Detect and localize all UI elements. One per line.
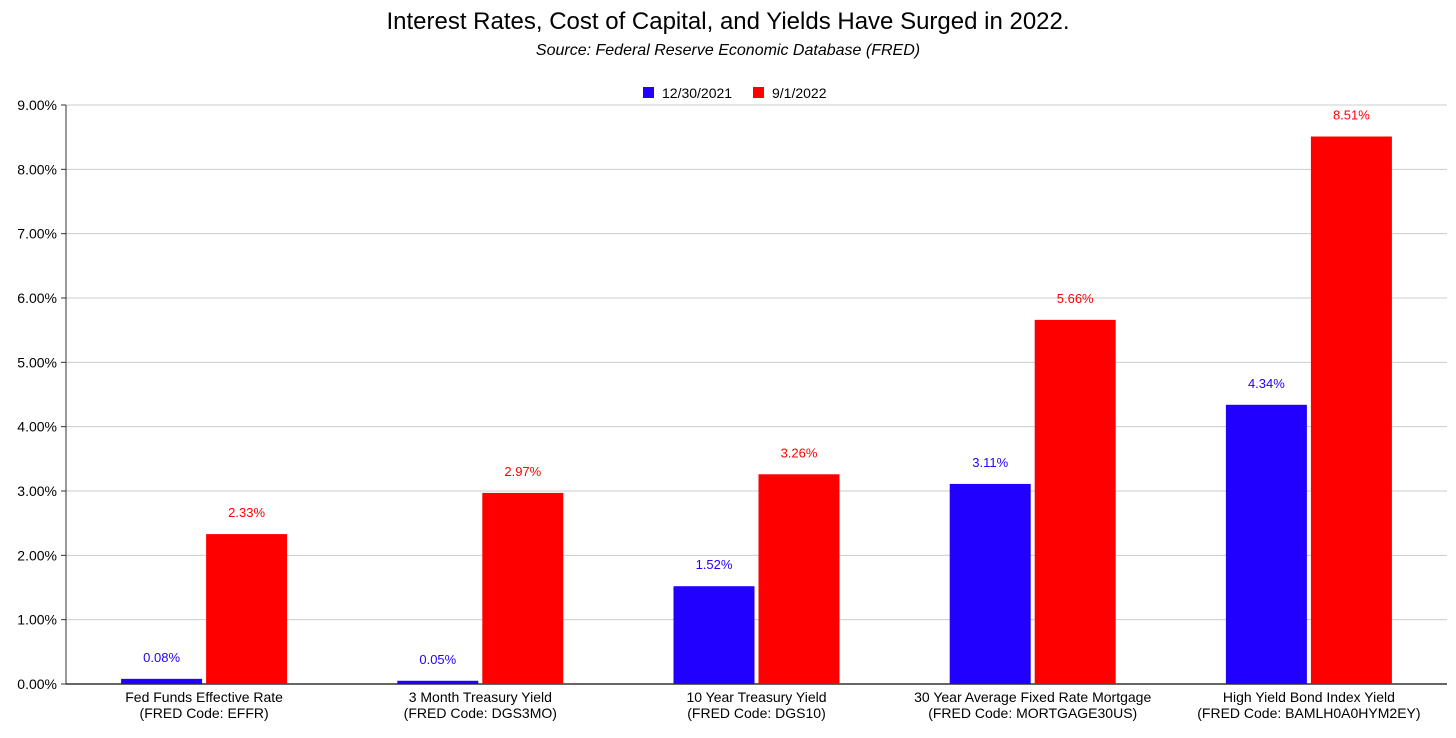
bar xyxy=(206,534,288,684)
data-label: 4.34% xyxy=(1248,376,1285,391)
y-tick-label: 1.00% xyxy=(17,612,57,628)
y-tick-label: 8.00% xyxy=(17,161,57,177)
bar xyxy=(397,680,479,684)
legend: 12/30/2021 9/1/2022 xyxy=(643,85,827,101)
y-tick-label: 7.00% xyxy=(17,226,57,242)
bar xyxy=(949,483,1031,684)
y-tick-label: 5.00% xyxy=(17,354,57,370)
bar xyxy=(1034,319,1116,684)
data-label: 5.66% xyxy=(1057,291,1094,306)
y-tick-label: 2.00% xyxy=(17,547,57,563)
legend-label: 12/30/2021 xyxy=(662,85,732,101)
data-label: 0.05% xyxy=(419,652,456,667)
x-tick-label: 3 Month Treasury Yield xyxy=(409,689,552,705)
data-label: 3.11% xyxy=(972,455,1008,470)
legend-swatch xyxy=(643,87,654,98)
axes: 0.00% 1.00% 2.00% 3.00% 4.00% 5.00% 6.00% 7.00%… xyxy=(17,97,1447,721)
data-label: 2.33% xyxy=(228,505,265,520)
x-tick-label: Fed Funds Effective Rate xyxy=(125,689,283,705)
x-tick-label: 10 Year Treasury Yield xyxy=(686,689,826,705)
data-label: 3.26% xyxy=(781,445,818,460)
x-tick-label: (FRED Code: EFFR) xyxy=(140,705,269,721)
y-tick-label: 3.00% xyxy=(17,483,57,499)
bar xyxy=(482,492,564,684)
data-label: 0.08% xyxy=(143,650,180,665)
x-tick-label: (FRED Code: DGS3MO) xyxy=(404,705,557,721)
bar xyxy=(673,586,755,684)
y-tick-label: 0.00% xyxy=(17,676,57,692)
data-label: 1.52% xyxy=(696,557,733,572)
y-tick-label: 6.00% xyxy=(17,290,57,306)
bars xyxy=(121,136,1392,685)
legend-label: 9/1/2022 xyxy=(772,85,827,101)
x-tick-label: High Yield Bond Index Yield xyxy=(1223,689,1395,705)
x-tick-label: 30 Year Average Fixed Rate Mortgage xyxy=(914,689,1151,705)
y-tick-label: 4.00% xyxy=(17,419,57,435)
data-label: 2.97% xyxy=(504,464,541,479)
chart-title: Interest Rates, Cost of Capital, and Yie… xyxy=(386,8,1070,35)
bar xyxy=(758,474,840,684)
data-labels: 0.08% 2.33% 0.05% 2.97% 1.52% 3.26% 3.11% 5.66%… xyxy=(143,108,1370,667)
bar xyxy=(121,678,203,684)
bar xyxy=(1225,404,1307,684)
legend-swatch xyxy=(753,87,764,98)
gridlines xyxy=(66,104,1447,621)
x-tick-label: (FRED Code: MORTGAGE30US) xyxy=(928,705,1137,721)
chart-subtitle: Source: Federal Reserve Economic Databas… xyxy=(535,42,921,59)
y-tick-label: 9.00% xyxy=(17,97,57,113)
bar xyxy=(1310,136,1392,685)
x-tick-label: (FRED Code: BAMLH0A0HYM2EY) xyxy=(1197,705,1420,721)
data-label: 8.51% xyxy=(1333,108,1370,123)
x-tick-label: (FRED Code: DGS10) xyxy=(687,705,825,721)
